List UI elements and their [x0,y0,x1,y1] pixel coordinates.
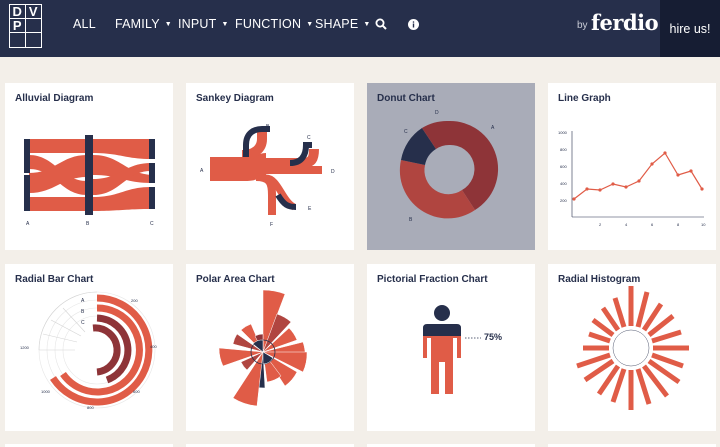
nav-shape-label: SHAPE [315,17,359,31]
card-donut-chart[interactable]: Donut Chart A B C D [367,83,535,250]
card-sankey-diagram[interactable]: Sankey Diagram B C D E F A [186,83,354,250]
card-title: Radial Histogram [558,274,641,285]
nav-function-label: FUNCTION [235,17,302,31]
x-tick: 10 [701,222,706,227]
logo-letter-v: V [25,5,41,19]
card-partial[interactable] [367,444,535,447]
nav-family-label: FAMILY [115,17,160,31]
sankey-label-e: E [308,206,312,212]
info-icon[interactable] [406,17,420,31]
polar-area-chart-thumbnail [218,289,308,407]
alluvial-label-a: A [26,221,30,227]
y-tick: 1000 [558,130,568,135]
card-radial-bar-chart[interactable]: Radial Bar Chart A B C 200 400 600 800 1… [5,264,173,431]
card-title: Radial Bar Chart [15,274,94,285]
radial-bar-label-c: C [81,320,85,326]
x-tick: 8 [677,222,680,227]
caret-down-icon: ▼ [221,21,229,28]
card-partial[interactable] [5,444,173,447]
tick: 800 [87,405,94,410]
pictorial-fraction-thumbnail [423,305,481,394]
sankey-label-d: D [331,169,335,175]
radial-bar-label-a: A [81,298,85,304]
ferdio-logo[interactable]: ferdio [591,10,659,35]
tick: 400 [150,344,157,349]
sankey-label-f: F [270,222,273,228]
fraction-value: 75% [484,332,503,342]
nav-all-label: ALL [73,17,96,31]
card-line-graph[interactable]: Line Graph 1000 800 600 400 200 2 4 6 8 … [548,83,716,250]
y-tick: 600 [560,164,567,169]
caret-down-icon: ▼ [164,21,172,28]
donut-label-a: A [491,125,495,131]
nav-input-label: INPUT [178,17,217,31]
card-partial[interactable] [186,444,354,447]
card-title: Pictorial Fraction Chart [377,274,488,285]
nav-shape[interactable]: SHAPE ▼ [315,17,371,31]
tick: 1200 [20,345,30,350]
nav-all[interactable]: ALL [73,17,96,31]
card-title: Donut Chart [377,93,435,104]
card-title: Polar Area Chart [196,274,275,285]
y-tick: 400 [560,181,567,186]
y-tick: 800 [560,147,567,152]
logo-blank [25,19,41,33]
hire-us-label: hire us! [669,21,711,36]
card-radial-histogram[interactable]: Radial Histogram [548,264,716,431]
alluvial-diagram-thumbnail: A B C [24,135,155,227]
card-pictorial-fraction-chart[interactable]: Pictorial Fraction Chart 75% [367,264,535,431]
caret-down-icon: ▼ [363,21,371,28]
y-tick: 200 [560,198,567,203]
tick: 1000 [41,389,51,394]
x-tick: 6 [651,222,654,227]
nav-function[interactable]: FUNCTION ▼ [235,17,313,31]
logo-letter-d: D [10,5,26,19]
x-tick: 4 [625,222,628,227]
top-navbar: D V P ALL FAMILY ▼ INPUT ▼ FUNCTION ▼ SHAPE… [0,0,720,57]
donut-label-d: D [435,110,439,116]
logo-blank [26,33,42,47]
radial-bar-chart-thumbnail: A B C 200 400 600 800 1000 1200 [20,291,157,410]
card-title: Sankey Diagram [196,93,274,104]
card-alluvial-diagram[interactable]: Alluvial Diagram A B C [5,83,173,250]
card-title: Line Graph [558,93,611,104]
nav-family[interactable]: FAMILY ▼ [115,17,172,31]
donut-label-c: C [404,129,408,135]
radial-bar-label-b: B [81,309,85,315]
alluvial-label-c: C [150,221,154,227]
logo-blank [10,33,26,47]
hire-us-button[interactable]: hire us! [660,0,720,57]
by-text: by [577,20,588,31]
sankey-diagram-thumbnail: B C D E F A [200,124,335,228]
dvp-logo[interactable]: D V P [9,4,42,48]
card-partial[interactable] [548,444,716,447]
sankey-label-a: A [200,168,204,174]
donut-chart-thumbnail: A B C D [399,110,499,223]
caret-down-icon: ▼ [306,21,314,28]
nav-input[interactable]: INPUT ▼ [178,17,229,31]
tick: 200 [131,298,138,303]
alluvial-label-b: B [86,221,90,227]
x-tick: 2 [599,222,602,227]
card-polar-area-chart[interactable]: Polar Area Chart [186,264,354,431]
radial-histogram-thumbnail [576,286,689,410]
card-title: Alluvial Diagram [15,93,94,104]
line-graph-thumbnail: 1000 800 600 400 200 2 4 6 8 10 [558,130,706,227]
tick: 600 [133,389,140,394]
logo-letter-p: P [10,19,26,33]
sankey-label-b: B [266,124,270,130]
search-icon[interactable] [374,17,388,31]
sankey-label-c: C [307,135,311,141]
donut-label-b: B [409,217,413,223]
